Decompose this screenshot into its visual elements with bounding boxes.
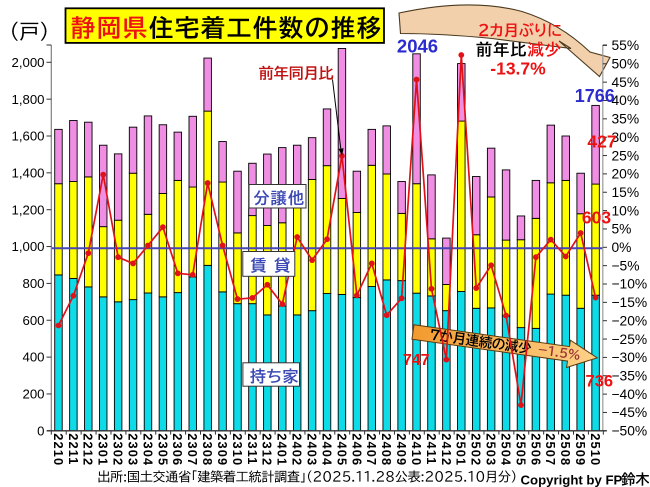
svg-text:15%: 15%	[612, 185, 640, 200]
svg-text:2307: 2307	[185, 433, 200, 466]
svg-text:-13.7%: -13.7%	[490, 59, 546, 79]
svg-text:2506: 2506	[528, 433, 543, 466]
svg-text:−25%: −25%	[612, 332, 648, 347]
svg-text:40%: 40%	[612, 93, 640, 108]
svg-text:2403: 2403	[305, 433, 320, 466]
svg-text:−40%: −40%	[612, 387, 648, 402]
svg-text:2501: 2501	[454, 433, 469, 466]
svg-text:20%: 20%	[612, 167, 640, 182]
svg-text:2509: 2509	[573, 433, 588, 466]
svg-text:−30%: −30%	[612, 350, 648, 365]
svg-text:400: 400	[22, 350, 44, 365]
svg-text:−15%: −15%	[612, 295, 648, 310]
svg-text:0%: 0%	[612, 240, 632, 255]
svg-text:2401: 2401	[275, 433, 290, 466]
svg-text:2302: 2302	[111, 433, 126, 466]
svg-text:2409: 2409	[394, 433, 409, 466]
svg-text:−45%: −45%	[612, 405, 648, 420]
svg-text:−35%: −35%	[612, 368, 648, 383]
svg-text:2404: 2404	[319, 433, 334, 466]
svg-text:1,400: 1,400	[11, 165, 44, 180]
svg-text:2502: 2502	[469, 433, 484, 466]
svg-text:800: 800	[22, 276, 44, 291]
svg-text:2411: 2411	[424, 433, 439, 465]
svg-text:2210: 2210	[51, 433, 66, 466]
svg-text:30%: 30%	[612, 130, 640, 145]
svg-text:5%: 5%	[612, 222, 632, 237]
svg-text:2212: 2212	[81, 433, 96, 466]
svg-text:2410: 2410	[409, 433, 424, 466]
svg-text:200: 200	[22, 387, 44, 402]
svg-text:2505: 2505	[513, 433, 528, 466]
svg-text:Copyright by FP: Copyright by FP	[521, 472, 623, 487]
svg-text:2306: 2306	[170, 433, 185, 466]
svg-text:−50%: −50%	[612, 424, 648, 439]
svg-text:−20%: −20%	[612, 313, 648, 328]
svg-text:2402: 2402	[290, 433, 305, 466]
svg-text:2311: 2311	[245, 433, 260, 465]
svg-text:1,800: 1,800	[11, 92, 44, 107]
svg-text:1,600: 1,600	[11, 129, 44, 144]
svg-text:2312: 2312	[260, 433, 275, 466]
svg-text:−10%: −10%	[612, 277, 648, 292]
svg-text:2211: 2211	[66, 433, 81, 465]
svg-text:55%: 55%	[612, 38, 640, 53]
svg-text:2301: 2301	[96, 433, 111, 466]
svg-text:45%: 45%	[612, 75, 640, 90]
svg-text:736: 736	[586, 373, 614, 391]
svg-text:−5%: −5%	[612, 258, 640, 273]
svg-text:2408: 2408	[379, 433, 394, 466]
svg-text:2510: 2510	[588, 433, 603, 466]
svg-text:2406: 2406	[349, 433, 364, 466]
svg-text:2046: 2046	[397, 35, 438, 56]
svg-text:2508: 2508	[558, 433, 573, 466]
svg-text:2412: 2412	[439, 433, 454, 466]
svg-text:0: 0	[37, 423, 44, 438]
svg-text:2407: 2407	[364, 433, 379, 466]
svg-text:10%: 10%	[612, 203, 640, 218]
svg-text:2308: 2308	[200, 433, 215, 466]
svg-text:2,000: 2,000	[11, 55, 44, 70]
svg-text:2309: 2309	[215, 433, 230, 466]
svg-text:2503: 2503	[484, 433, 499, 466]
svg-text:2504: 2504	[498, 433, 513, 466]
svg-text:427: 427	[587, 131, 616, 151]
svg-text:2304: 2304	[140, 433, 155, 466]
svg-text:35%: 35%	[612, 112, 640, 127]
svg-text:600: 600	[22, 313, 44, 328]
svg-text:2405: 2405	[334, 433, 349, 466]
svg-text:25%: 25%	[612, 148, 640, 163]
svg-text:2507: 2507	[543, 433, 558, 466]
svg-text:1,200: 1,200	[11, 202, 44, 217]
svg-text:747: 747	[403, 352, 430, 369]
svg-text:1766: 1766	[575, 86, 615, 106]
svg-text:603: 603	[582, 207, 611, 227]
svg-text:2303: 2303	[125, 433, 140, 466]
svg-text:50%: 50%	[612, 57, 640, 72]
svg-text:2310: 2310	[230, 433, 245, 466]
svg-text:2305: 2305	[155, 433, 170, 466]
svg-text:1,000: 1,000	[11, 239, 44, 254]
